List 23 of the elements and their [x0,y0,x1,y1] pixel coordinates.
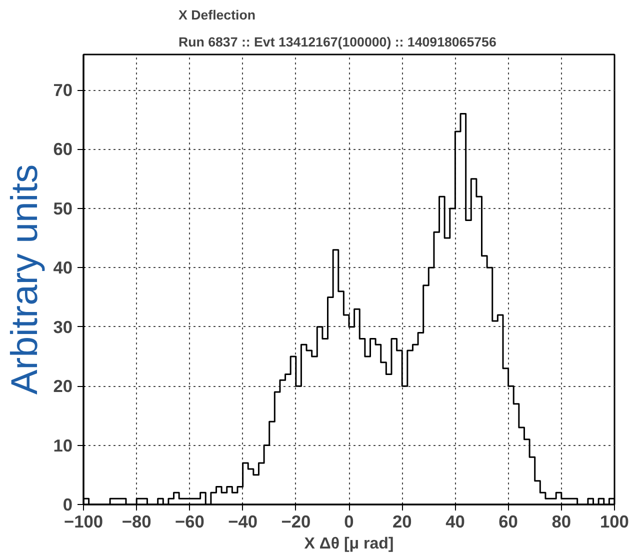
x-tick-label: 20 [392,512,412,532]
x-tick-label: 40 [446,512,465,532]
chart-subtitle: Run 6837 :: Evt 13412167(100000) :: 140918065756 [178,34,496,50]
y-axis-title: Arbitrary units [3,164,46,395]
chart-title: X Deflection [178,8,256,22]
x-tick-label: 80 [552,512,572,532]
x-tick-label: −80 [122,512,152,532]
y-tick-label: 30 [53,316,73,337]
y-tick-label: 40 [53,258,73,278]
x-axis-title: X Δθ [μ rad] [304,536,394,552]
x-tick-label: 60 [498,512,518,532]
x-tick-label: 0 [344,512,354,532]
x-tick-label: 100 [600,512,629,532]
y-tick-label: 20 [53,376,73,396]
x-tick-label: −60 [175,512,204,532]
x-tick-label: −40 [228,512,258,532]
y-tick-label: 60 [53,139,73,160]
x-tick-label: −100 [64,512,104,532]
x-tick-label: −20 [281,512,311,532]
y-tick-label: 10 [53,435,73,456]
y-tick-label: 0 [62,494,73,514]
y-tick-label: 50 [53,198,73,218]
y-tick-label: 70 [53,80,73,100]
